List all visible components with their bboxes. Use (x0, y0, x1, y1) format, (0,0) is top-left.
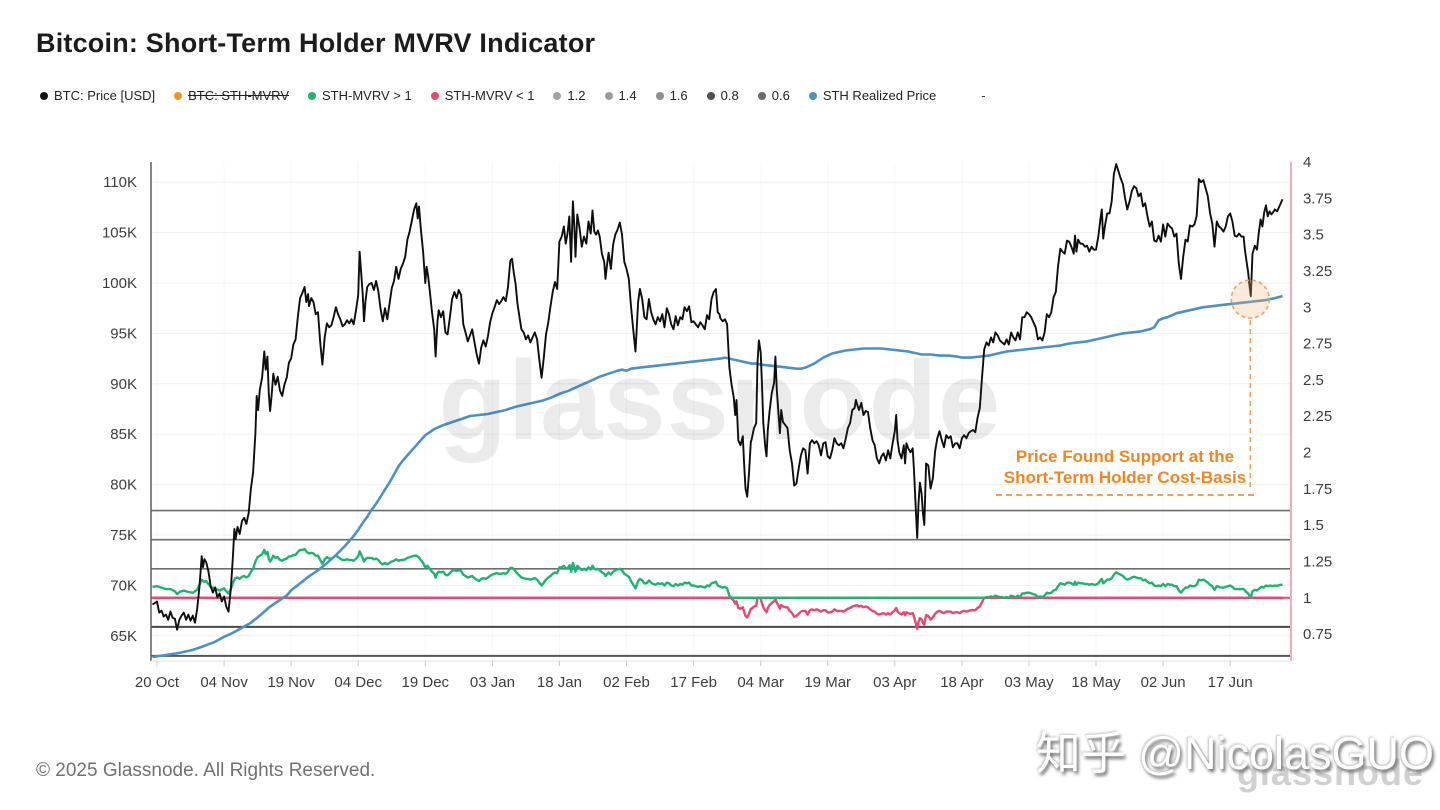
legend-dot-icon (808, 91, 817, 100)
legend-item-8[interactable]: 0.6 (757, 88, 790, 103)
legend-trailing-dash: - (981, 88, 986, 103)
svg-text:75K: 75K (110, 527, 137, 544)
legend-item-2[interactable]: STH-MVRV > 1 (308, 88, 412, 103)
glassnode-watermark-center: glassnode (438, 338, 1002, 463)
series-btc-price (151, 163, 1284, 631)
legend-dot-icon (655, 91, 664, 100)
legend-dot-icon (430, 91, 439, 100)
legend-item-0[interactable]: BTC: Price [USD] (40, 88, 155, 103)
svg-text:1.25: 1.25 (1303, 554, 1332, 571)
legend-item-1[interactable]: BTC: STH-MVRV (174, 88, 289, 103)
svg-text:04 Mar: 04 Mar (737, 674, 784, 691)
legend-item-label: STH Realized Price (822, 88, 937, 103)
zhihu-watermark: 知乎 @NicolasGUO (1035, 728, 1434, 779)
svg-text:105K: 105K (102, 225, 137, 242)
svg-text:2.5: 2.5 (1303, 372, 1324, 389)
svg-text:17 Feb: 17 Feb (670, 674, 717, 691)
legend-item-label: STH-MVRV > 1 (322, 88, 412, 103)
svg-text:2.75: 2.75 (1303, 336, 1332, 353)
svg-text:85K: 85K (110, 426, 137, 443)
svg-text:65K: 65K (110, 628, 137, 645)
svg-text:03 Jan: 03 Jan (470, 674, 515, 691)
svg-text:110K: 110K (103, 174, 137, 191)
svg-text:1.5: 1.5 (1303, 517, 1324, 534)
annotation-highlight-circle (1230, 279, 1271, 319)
legend-dot-icon (174, 91, 183, 100)
svg-text:70K: 70K (110, 577, 137, 594)
y-axis-labels-left: 110K 105K 100K 95K 90K 85K 80K 75K 70K 65K (102, 174, 137, 645)
series-sth-mvrv-above-1 (152, 547, 1283, 599)
legend-dot-icon (553, 91, 562, 100)
svg-text:03 Apr: 03 Apr (873, 674, 916, 691)
legend-dot-icon (308, 91, 317, 100)
series-sth-mvrv-below-1 (152, 596, 1283, 631)
legend-dot-icon (757, 91, 766, 100)
legend-item-label: BTC: STH-MVRV (188, 88, 290, 103)
svg-text:95K: 95K (110, 325, 137, 342)
legend-dot-icon (40, 91, 48, 100)
x-axis-tick-marks (156, 661, 1231, 666)
legend-item-label: BTC: Price [USD] (54, 88, 156, 103)
legend-item-4[interactable]: 1.2 (553, 88, 586, 103)
legend-item-label: 1.6 (669, 88, 688, 103)
legend-item-5[interactable]: 1.4 (604, 88, 637, 103)
footer-copyright: © 2025 Glassnode. All Rights Reserved. (36, 760, 376, 781)
svg-text:19 Nov: 19 Nov (267, 674, 315, 691)
svg-text:02 Jun: 02 Jun (1141, 674, 1186, 691)
svg-text:3.25: 3.25 (1303, 263, 1332, 280)
series-sth-realized-price (152, 294, 1283, 659)
x-axis-labels: 20 Oct 04 Nov 19 Nov 04 Dec 19 Dec 03 Jan 18 J… (135, 674, 1253, 691)
svg-text:100K: 100K (102, 275, 137, 292)
svg-text:1.75: 1.75 (1303, 481, 1332, 498)
svg-text:0.75: 0.75 (1303, 626, 1332, 643)
annotation-label: Price Found Support at the Short-Term Ho… (996, 446, 1254, 496)
legend-item-label: 0.6 (771, 88, 790, 103)
price-gridlines (151, 181, 1291, 637)
legend-item-label: STH-MVRV < 1 (444, 88, 535, 103)
y-axis-labels-right: 4 3.75 3.5 3.25 3 2.75 2.5 2.25 2 1.75 1.5 1.25 1 0.7… (1303, 154, 1332, 643)
svg-text:1: 1 (1303, 590, 1311, 607)
svg-text:17 Jun: 17 Jun (1208, 674, 1253, 691)
svg-text:3: 3 (1303, 299, 1311, 316)
svg-text:04 Nov: 04 Nov (200, 674, 248, 691)
page-title: Bitcoin: Short-Term Holder MVRV Indicato… (36, 28, 596, 58)
annotation-line-1: Price Found Support at the (1015, 447, 1235, 466)
legend-item-label: 1.2 (567, 88, 586, 103)
svg-text:20 Oct: 20 Oct (135, 674, 180, 691)
mvrv-level-lines (151, 509, 1291, 657)
svg-text:3.5: 3.5 (1303, 227, 1324, 244)
svg-text:18 Jan: 18 Jan (537, 674, 582, 691)
legend-dot-icon (706, 91, 715, 100)
legend-item-3[interactable]: STH-MVRV < 1 (430, 88, 535, 103)
svg-text:19 Dec: 19 Dec (402, 674, 450, 691)
svg-text:90K: 90K (110, 376, 137, 393)
legend-item-9[interactable]: STH Realized Price (808, 88, 937, 103)
svg-text:2: 2 (1303, 445, 1311, 462)
legend-item-label: 0.8 (720, 88, 739, 103)
svg-text:18 Apr: 18 Apr (940, 674, 983, 691)
chart-legend: BTC: Price [USD] BTC: STH-MVRV STH-MVRV > … (40, 88, 986, 103)
annotation-line-2: Short-Term Holder Cost-Basis (1003, 468, 1247, 488)
svg-text:18 May: 18 May (1071, 674, 1121, 691)
legend-dot-icon (604, 91, 613, 100)
svg-text:04 Dec: 04 Dec (334, 674, 382, 691)
svg-text:02 Feb: 02 Feb (603, 674, 650, 691)
svg-text:2.25: 2.25 (1303, 408, 1332, 425)
svg-text:03 May: 03 May (1004, 674, 1054, 691)
svg-text:4: 4 (1303, 154, 1311, 171)
legend-item-label: 1.4 (618, 88, 637, 103)
glassnode-watermark-corner: glassnode (1236, 752, 1424, 793)
legend-item-6[interactable]: 1.6 (655, 88, 688, 103)
svg-text:80K: 80K (110, 477, 137, 494)
svg-text:19 Mar: 19 Mar (804, 674, 851, 691)
svg-text:3.75: 3.75 (1303, 190, 1332, 207)
legend-item-7[interactable]: 0.8 (706, 88, 739, 103)
